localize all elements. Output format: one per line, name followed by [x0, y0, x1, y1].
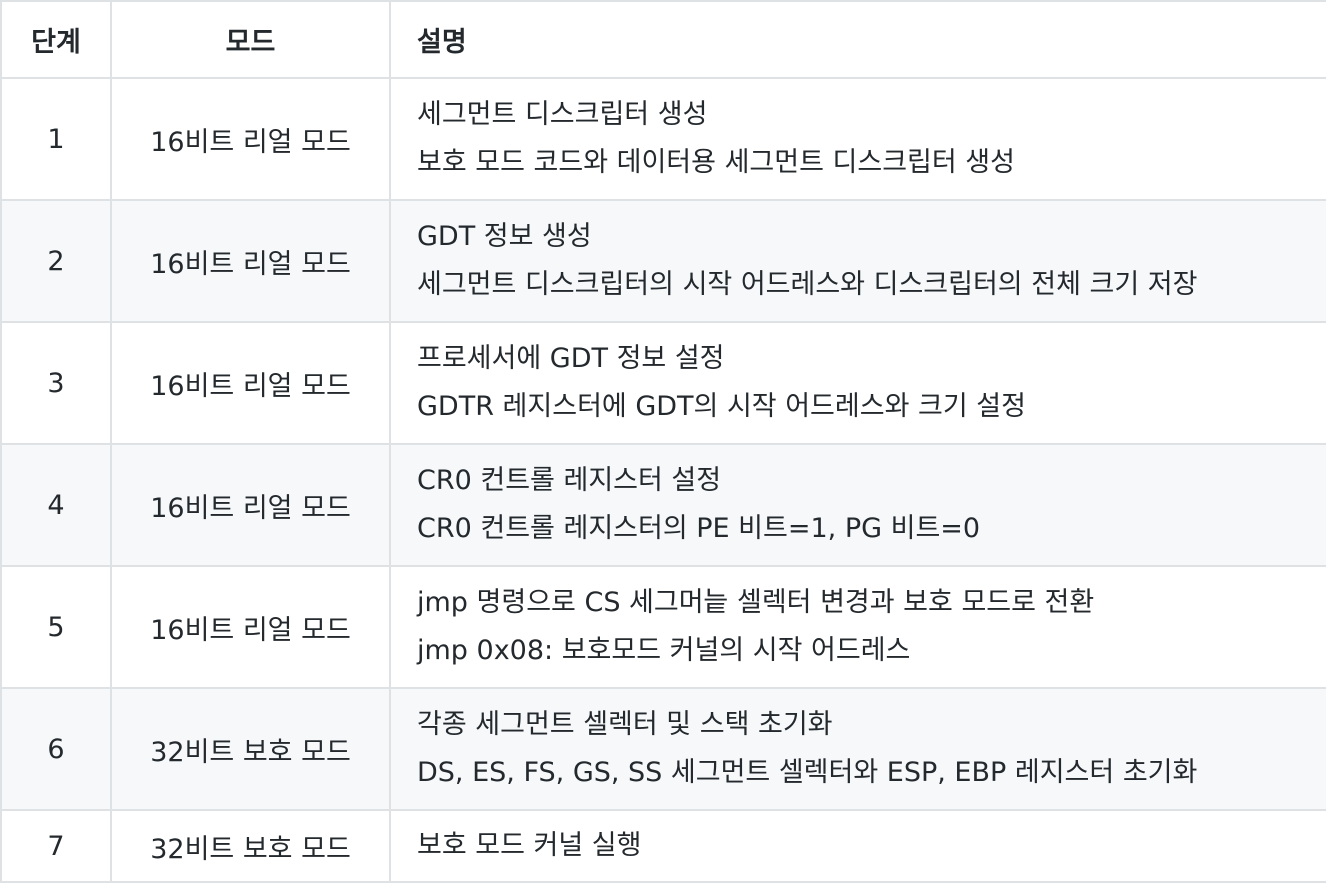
- description-title: 세그먼트 디스크립터 생성: [417, 99, 708, 130]
- description-cell: jmp 명령으로 CS 세그머늩 셀렉터 변경과 보호 모드로 전환 jmp 0…: [389, 565, 1326, 689]
- header-description: 설명: [389, 0, 1326, 79]
- description-detail: 보호 모드 코드와 데이터용 세그먼트 디스크립터 생성: [417, 147, 1015, 178]
- table-row: 5 16비트 리얼 모드 jmp 명령으로 CS 세그머늩 셀렉터 변경과 보호…: [0, 565, 1326, 689]
- header-step: 단계: [0, 0, 112, 79]
- header-row: 단계 모드 설명: [0, 0, 1326, 79]
- description-cell: 보호 모드 커널 실행: [389, 809, 1326, 883]
- step-number: 5: [0, 565, 112, 689]
- step-number: 1: [0, 77, 112, 201]
- mode-cell: 16비트 리얼 모드: [110, 199, 391, 323]
- step-number: 2: [0, 199, 112, 323]
- step-number: 4: [0, 443, 112, 567]
- header-mode: 모드: [110, 0, 391, 79]
- description-title: 각종 세그먼트 셀렉터 및 스택 초기화: [417, 709, 833, 740]
- table-header: 단계 모드 설명: [0, 0, 1326, 79]
- description-title: jmp 명령으로 CS 세그머늩 셀렉터 변경과 보호 모드로 전환: [417, 587, 1095, 618]
- mode-cell: 32비트 보호 모드: [110, 809, 391, 883]
- description-title: GDT 정보 생성: [417, 221, 592, 252]
- description-cell: 프로세서에 GDT 정보 설정 GDTR 레지스터에 GDT의 시작 어드레스와…: [389, 321, 1326, 445]
- description-cell: GDT 정보 생성 세그먼트 디스크립터의 시작 어드레스와 디스크립터의 전체…: [389, 199, 1326, 323]
- table-row: 4 16비트 리얼 모드 CR0 컨트롤 레지스터 설정 CR0 컨트롤 레지스…: [0, 443, 1326, 567]
- mode-cell: 16비트 리얼 모드: [110, 77, 391, 201]
- table-row: 2 16비트 리얼 모드 GDT 정보 생성 세그먼트 디스크립터의 시작 어드…: [0, 199, 1326, 323]
- description-title: 보호 모드 커널 실행: [417, 830, 642, 861]
- description-detail: DS, ES, FS, GS, SS 세그먼트 셀렉터와 ESP, EBP 레지…: [417, 757, 1198, 788]
- mode-cell: 16비트 리얼 모드: [110, 565, 391, 689]
- description-title: CR0 컨트롤 레지스터 설정: [417, 465, 722, 496]
- step-number: 7: [0, 809, 112, 883]
- description-detail: jmp 0x08: 보호모드 커널의 시작 어드레스: [417, 635, 911, 666]
- description-cell: 각종 세그먼트 셀렉터 및 스택 초기화 DS, ES, FS, GS, SS …: [389, 687, 1326, 811]
- description-detail: GDTR 레지스터에 GDT의 시작 어드레스와 크기 설정: [417, 391, 1026, 422]
- mode-cell: 32비트 보호 모드: [110, 687, 391, 811]
- table-row: 7 32비트 보호 모드 보호 모드 커널 실행: [0, 809, 1326, 883]
- description-detail: 세그먼트 디스크립터의 시작 어드레스와 디스크립터의 전체 크기 저장: [417, 269, 1198, 300]
- table-row: 1 16비트 리얼 모드 세그먼트 디스크립터 생성 보호 모드 코드와 데이터…: [0, 77, 1326, 201]
- step-number: 6: [0, 687, 112, 811]
- description-title: 프로세서에 GDT 정보 설정: [417, 343, 725, 374]
- step-number: 3: [0, 321, 112, 445]
- table-row: 3 16비트 리얼 모드 프로세서에 GDT 정보 설정 GDTR 레지스터에 …: [0, 321, 1326, 445]
- description-cell: CR0 컨트롤 레지스터 설정 CR0 컨트롤 레지스터의 PE 비트=1, P…: [389, 443, 1326, 567]
- table-row: 6 32비트 보호 모드 각종 세그먼트 셀렉터 및 스택 초기화 DS, ES…: [0, 687, 1326, 811]
- mode-cell: 16비트 리얼 모드: [110, 443, 391, 567]
- description-cell: 세그먼트 디스크립터 생성 보호 모드 코드와 데이터용 세그먼트 디스크립터 …: [389, 77, 1326, 201]
- description-detail: CR0 컨트롤 레지스터의 PE 비트=1, PG 비트=0: [417, 513, 981, 544]
- mode-cell: 16비트 리얼 모드: [110, 321, 391, 445]
- table-body: 1 16비트 리얼 모드 세그먼트 디스크립터 생성 보호 모드 코드와 데이터…: [0, 77, 1326, 883]
